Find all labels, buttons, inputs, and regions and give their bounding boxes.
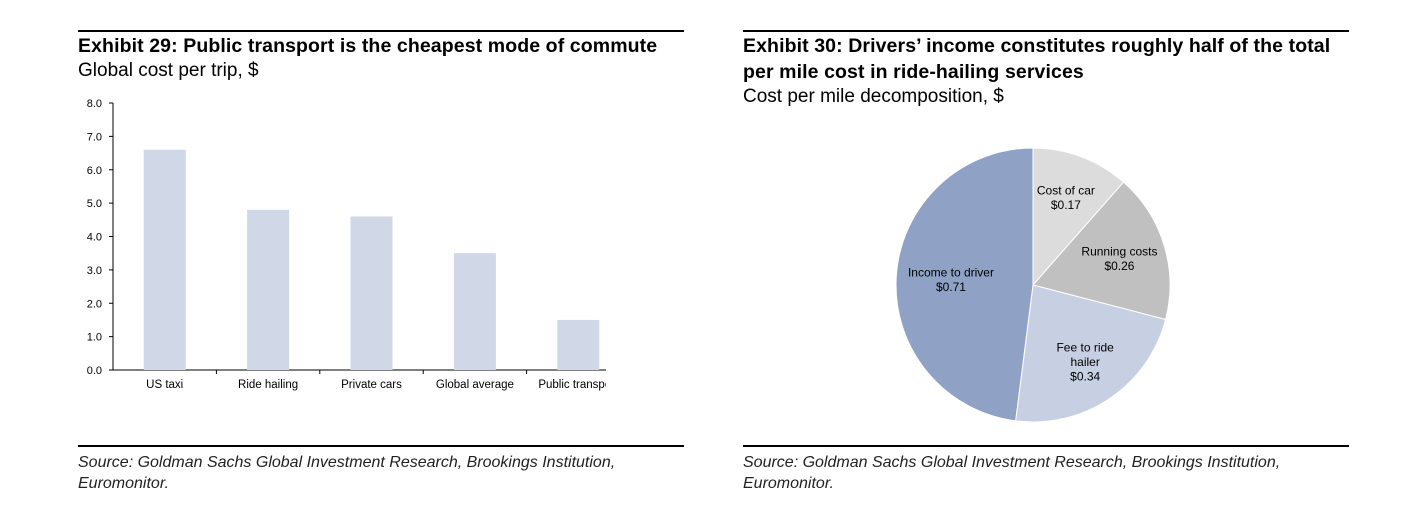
y-tick-label: 5.0 [87, 198, 102, 210]
exhibit-30: Exhibit 30: Drivers’ income constitutes … [743, 30, 1349, 492]
y-tick-label: 1.0 [87, 332, 102, 344]
pie-slice [1032, 147, 1125, 287]
pie-slice [895, 147, 1034, 422]
bottom-rule [78, 445, 684, 447]
y-tick-label: 2.0 [87, 298, 102, 310]
x-tick-label: US taxi [146, 379, 183, 391]
slice-label: Fee to ride hailer $0.34 [1056, 341, 1114, 384]
exhibit-29: Exhibit 29: Public transport is the chea… [78, 30, 684, 492]
exhibit-29-subtitle: Global cost per trip, $ [78, 60, 259, 81]
y-tick-label: 7.0 [87, 131, 102, 143]
exhibit-30-title: Exhibit 30: Drivers’ income constitutes … [743, 35, 1331, 83]
exhibit-29-title: Exhibit 29: Public transport is the chea… [78, 35, 658, 57]
y-tick-label: 3.0 [87, 265, 102, 277]
pie-slice [1032, 181, 1171, 321]
y-tick-label: 6.0 [87, 165, 102, 177]
bar-chart: 0.0 1.0 2.0 3.0 4.0 5.0 6.0 7.0 8.0 US taxi Ride h… [87, 98, 606, 391]
slice-label: Running costs $0.26 [1081, 244, 1157, 272]
x-tick-label: Global average [436, 379, 514, 391]
bar [143, 149, 186, 370]
bar [557, 319, 600, 370]
bar [350, 216, 393, 370]
bottom-rule [743, 445, 1349, 447]
y-tick-label: 4.0 [87, 232, 102, 244]
title-rule [78, 30, 684, 32]
x-tick-label: Public transport [538, 379, 606, 391]
x-tick-label: Private cars [341, 379, 402, 391]
title-rule [743, 30, 1349, 32]
y-tick-label: 0.0 [87, 365, 102, 377]
y-tick-label: 8.0 [87, 98, 102, 110]
pie-chart: Cost of car $0.17 Running costs $0.26 Fee to… [895, 147, 1171, 423]
x-tick-label: Ride hailing [238, 379, 298, 391]
bar [453, 253, 496, 370]
slice-label: Cost of car $0.17 [1037, 184, 1095, 213]
bar [247, 209, 290, 370]
exhibit-30-subtitle: Cost per mile decomposition, $ [743, 86, 1004, 107]
exhibit-30-source: Source: Goldman Sachs Global Investment … [743, 454, 1281, 492]
slice-label: Income to driver $0.71 [908, 266, 994, 295]
exhibit-29-source: Source: Goldman Sachs Global Investment … [78, 454, 616, 492]
pie-slice [1015, 284, 1167, 423]
